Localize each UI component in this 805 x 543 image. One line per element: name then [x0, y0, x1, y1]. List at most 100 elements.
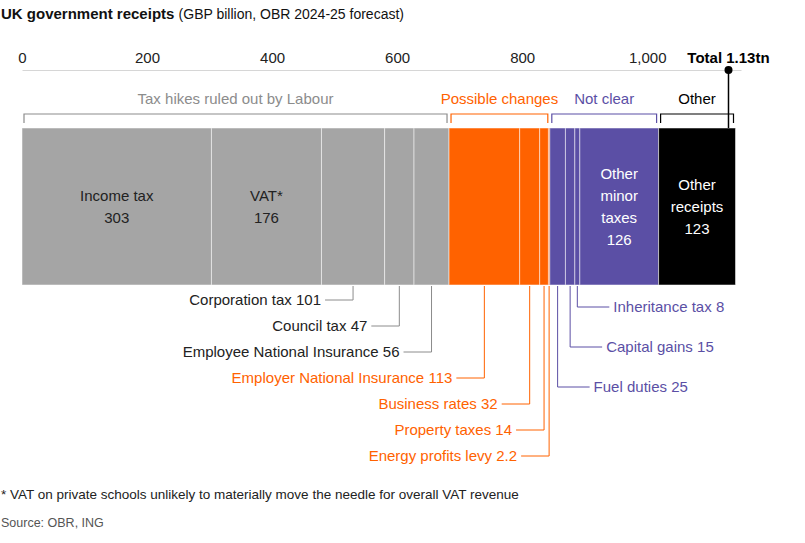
axis-line	[23, 70, 742, 71]
title-block: UK government receipts (GBP billion, OBR …	[1, 5, 404, 22]
data-label: Capital gains15	[606, 338, 714, 355]
data-label-name: Business rates	[378, 395, 476, 412]
data-label-name: Council tax	[272, 317, 347, 334]
x-tick-label: 0	[18, 49, 26, 66]
title: UK government receipts	[1, 5, 174, 22]
data-label: Property taxes14	[394, 421, 512, 438]
data-label-value: 101	[296, 291, 321, 308]
x-tick-label: 200	[135, 49, 160, 66]
x-tick: 400	[260, 49, 285, 70]
data-label-name: minor	[600, 187, 638, 204]
leader-line	[371, 286, 399, 326]
data-label-name: taxes	[601, 209, 637, 226]
data-label: Energy profits levy2.2	[369, 447, 517, 464]
data-label-name: Energy profits levy	[369, 447, 493, 464]
data-label-name: Fuel duties	[594, 378, 667, 395]
data-label-value: 8	[716, 298, 724, 315]
data-label-value: 32	[481, 395, 498, 412]
data-label-name: Inheritance tax	[613, 298, 712, 315]
x-tick-label: 800	[510, 49, 535, 66]
chart: UK government receipts (GBP billion, OBR …	[0, 0, 805, 543]
source: Source: OBR, ING	[1, 516, 104, 530]
data-label-value: 113	[428, 369, 452, 386]
bar-segment	[321, 128, 384, 285]
data-label-value: 47	[351, 317, 368, 334]
data-label-value: 15	[697, 338, 714, 355]
data-label: Inheritance tax8	[613, 298, 724, 315]
bar-segment	[580, 128, 659, 285]
data-label: Fuel duties25	[594, 378, 688, 395]
data-label-value: 25	[671, 378, 688, 395]
data-label-name: Income tax	[80, 187, 154, 204]
data-label: Income tax 303	[80, 187, 154, 226]
leader-line	[577, 286, 609, 307]
group-label: Tax hikes ruled out by Labour	[138, 90, 334, 107]
data-label: Corporation tax101	[189, 291, 321, 308]
bracket	[451, 114, 548, 123]
total-line	[728, 70, 730, 128]
x-tick: 1,000	[629, 49, 667, 70]
data-label: Council tax47	[272, 317, 367, 334]
bracket	[24, 114, 447, 123]
bar-segment	[414, 128, 449, 285]
data-label-value: 14	[495, 421, 512, 438]
data-label: Business rates 32	[378, 395, 497, 412]
total-label: Total 1.13tn	[687, 49, 769, 66]
x-tick-label: 1,000	[629, 49, 667, 66]
x-tick-label: 600	[385, 49, 410, 66]
leader-line	[456, 286, 484, 378]
leader-line	[404, 286, 432, 352]
leader-line	[521, 286, 549, 456]
data-label-value: 176	[254, 209, 279, 226]
bracket	[661, 114, 734, 123]
x-axis: 0 200 400 600 800 1,000	[18, 49, 741, 71]
data-label: Employer National Insurance113	[232, 369, 453, 386]
x-tick: 200	[135, 49, 160, 70]
group-label: Not clear	[574, 90, 634, 107]
data-label-name: Capital gains	[606, 338, 693, 355]
data-label-name: Employer National Insurance	[232, 369, 425, 386]
data-label-name: Property taxes	[394, 421, 491, 438]
bar-segment	[22, 128, 211, 285]
leader-line	[516, 286, 544, 430]
data-label-value: 123	[685, 220, 710, 237]
group-label: Other	[678, 90, 716, 107]
data-label: Other receipts 123	[671, 176, 724, 237]
data-label: VAT* 176	[250, 187, 283, 226]
data-label: Other minor taxes 126	[600, 165, 638, 248]
data-label-name: Other	[600, 165, 638, 182]
bar-segment	[575, 128, 580, 285]
data-label-value: 2.2	[496, 447, 517, 464]
x-tick-label: 400	[260, 49, 285, 66]
bars	[22, 128, 735, 285]
leader-line	[502, 286, 530, 404]
footnote: * VAT on private schools unlikely to mat…	[1, 487, 519, 502]
data-label-name: VAT*	[250, 187, 283, 204]
leader-line	[325, 286, 353, 300]
x-tick: 800	[510, 49, 535, 70]
x-tick: 600	[385, 49, 410, 70]
data-label-name: receipts	[671, 198, 724, 215]
group-label: Possible changes	[441, 90, 559, 107]
bar-segment	[659, 128, 736, 285]
bar-segment	[565, 128, 574, 285]
bar-segment	[520, 128, 540, 285]
data-label-value: 56	[383, 343, 400, 360]
data-label-name: Corporation tax	[189, 291, 292, 308]
bar-segment	[449, 128, 520, 285]
bracket	[552, 114, 657, 123]
data-label-value: 126	[607, 231, 632, 248]
bar-segment	[211, 128, 321, 285]
data-label: Employee National Insurance56	[183, 343, 400, 360]
x-tick: 0	[18, 49, 26, 70]
leader-line	[558, 286, 590, 387]
data-label-name: Other	[678, 176, 716, 193]
data-label-name: Employee National Insurance	[183, 343, 379, 360]
bar-segment	[385, 128, 414, 285]
bar-segment	[540, 128, 549, 285]
data-label-value: 303	[104, 209, 129, 226]
total-marker	[724, 66, 732, 74]
subtitle: (GBP billion, OBR 2024-25 forecast)	[179, 6, 404, 22]
leader-line	[570, 286, 602, 347]
bar-segment	[550, 128, 566, 285]
